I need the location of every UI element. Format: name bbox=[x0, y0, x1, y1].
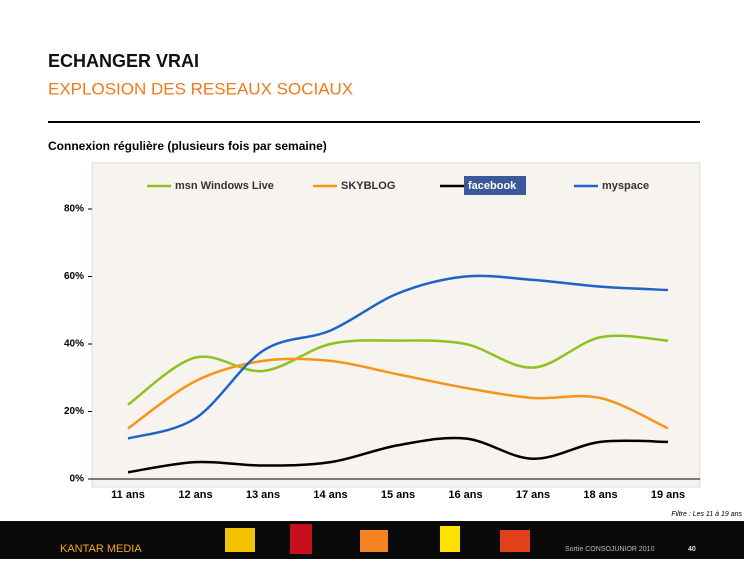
x-tick-label: 15 ans bbox=[381, 489, 415, 501]
brand: KANTAR MEDIA bbox=[60, 543, 142, 555]
y-tick-label: 60% bbox=[64, 271, 84, 282]
slide-subtitle: EXPLOSION DES RESEAUX SOCIAUX bbox=[48, 79, 353, 98]
x-tick-label: 18 ans bbox=[583, 489, 617, 501]
source: Sortie CONSOJUNIOR 2010 bbox=[565, 546, 655, 553]
footer-block bbox=[360, 530, 388, 552]
y-tick-label: 40% bbox=[64, 339, 84, 350]
chart-title: Connexion régulière (plusieurs fois par … bbox=[48, 139, 327, 153]
page-number: 40 bbox=[688, 546, 696, 553]
footer-block bbox=[290, 524, 312, 554]
x-tick-label: 13 ans bbox=[246, 489, 280, 501]
legend-label: myspace bbox=[602, 180, 649, 192]
y-tick-label: 20% bbox=[64, 406, 84, 417]
x-tick-label: 17 ans bbox=[516, 489, 550, 501]
legend-label: SKYBLOG bbox=[341, 180, 395, 192]
x-tick-label: 16 ans bbox=[448, 489, 482, 501]
legend-label: msn Windows Live bbox=[175, 180, 274, 192]
plot-area bbox=[92, 163, 700, 487]
x-tick-label: 19 ans bbox=[651, 489, 685, 501]
footer-block bbox=[225, 528, 255, 552]
y-tick-label: 80% bbox=[64, 204, 84, 215]
legend-label: facebook bbox=[468, 180, 517, 192]
x-tick-label: 14 ans bbox=[313, 489, 347, 501]
filter-note: Filtre : Les 11 à 19 ans bbox=[671, 511, 742, 518]
y-tick-label: 0% bbox=[70, 474, 85, 485]
slide: ECHANGER VRAI EXPLOSION DES RESEAUX SOCI… bbox=[0, 0, 744, 559]
x-tick-label: 11 ans bbox=[111, 489, 145, 501]
footer-block bbox=[440, 526, 460, 552]
footer-block bbox=[500, 530, 530, 552]
x-tick-label: 12 ans bbox=[178, 489, 212, 501]
slide-title: ECHANGER VRAI bbox=[48, 51, 199, 71]
